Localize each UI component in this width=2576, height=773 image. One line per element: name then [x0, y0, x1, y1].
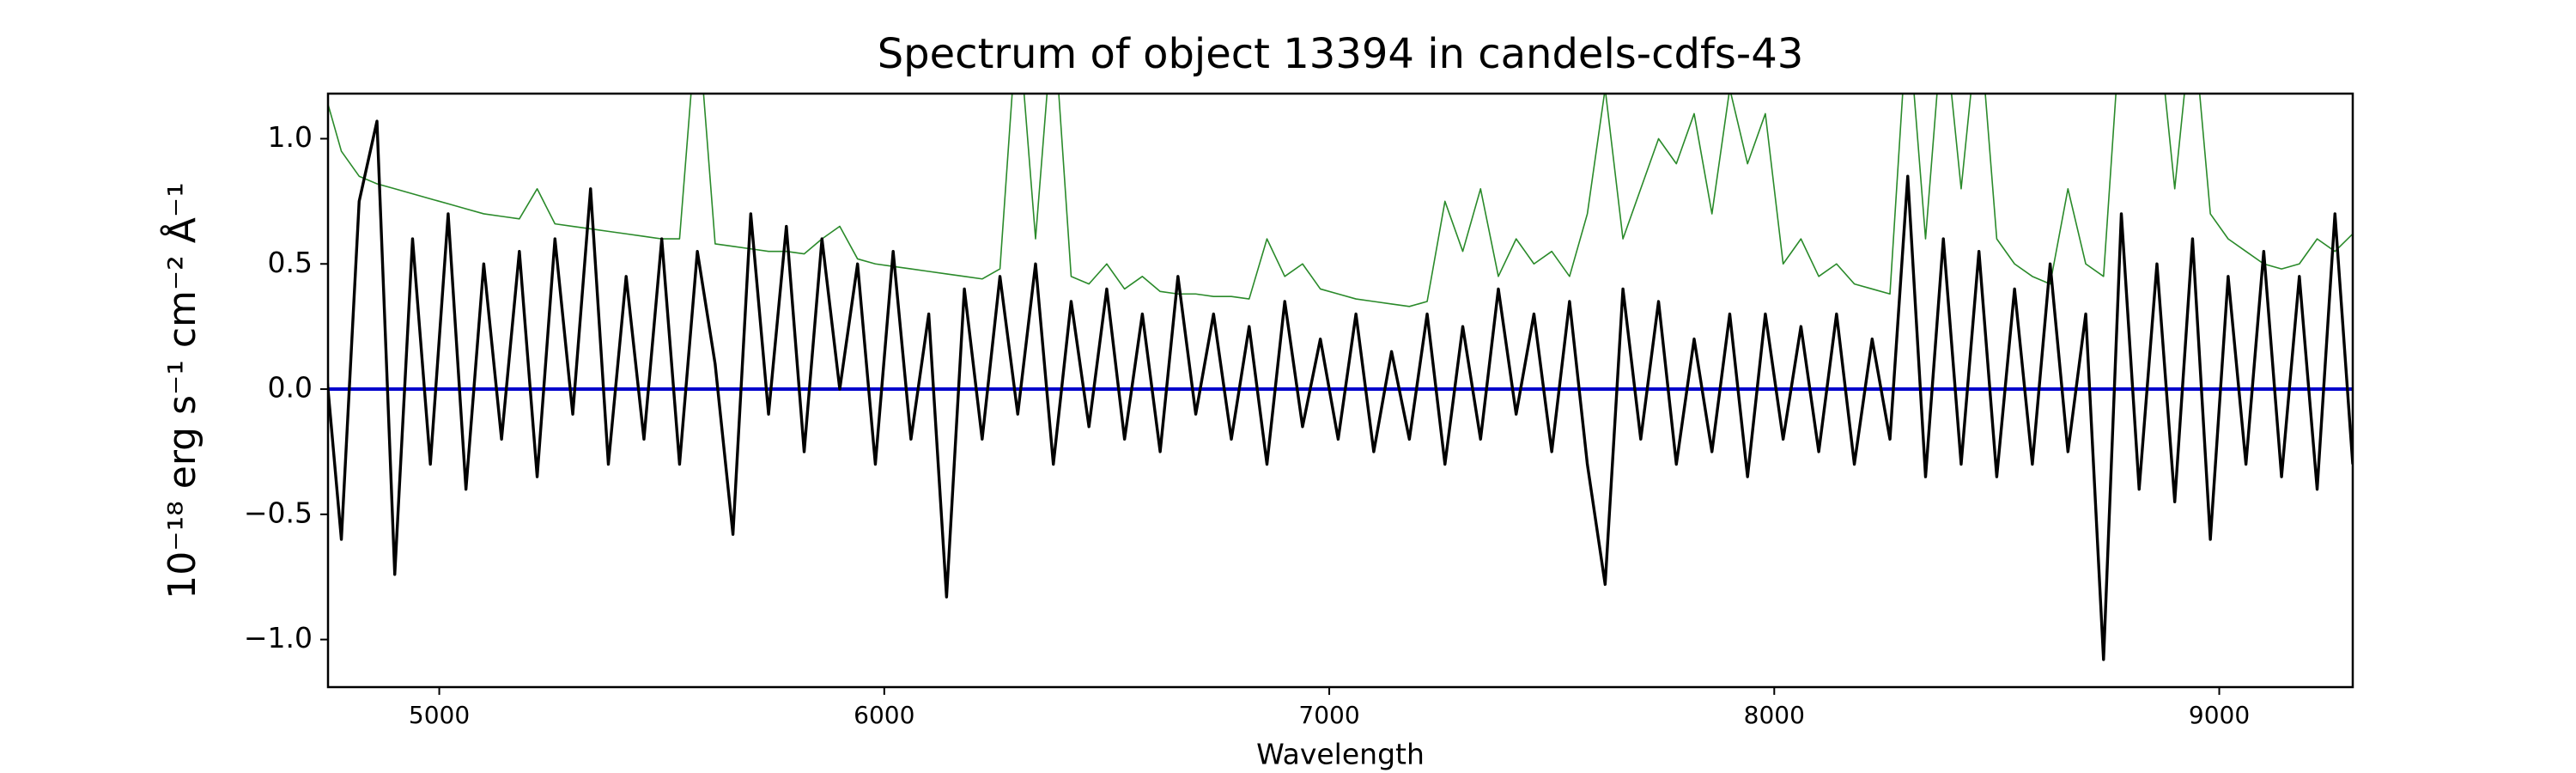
x-tick-label: 9000 [2189, 701, 2250, 729]
y-tick-label: 1.0 [268, 120, 313, 154]
x-tick-label: 7000 [1298, 701, 1359, 729]
y-tick-label: −0.5 [244, 496, 313, 529]
x-axis-label: Wavelength [1256, 738, 1425, 771]
y-tick-label: 0.0 [268, 371, 313, 405]
x-tick-label: 5000 [409, 701, 470, 729]
plot-area [328, 94, 2353, 661]
spectrum-line [328, 119, 2353, 661]
y-tick-label: 0.5 [268, 246, 313, 279]
chart-title: Spectrum of object 13394 in candels-cdfs… [878, 30, 1804, 78]
axes-frame [326, 92, 2354, 689]
y-tick-label: −1.0 [244, 621, 313, 654]
x-tick-label: 8000 [1744, 701, 1805, 729]
y-axis-label: 10⁻¹⁸ erg s⁻¹ cm⁻² Å⁻¹ [159, 182, 204, 599]
x-tick-label: 6000 [854, 701, 914, 729]
